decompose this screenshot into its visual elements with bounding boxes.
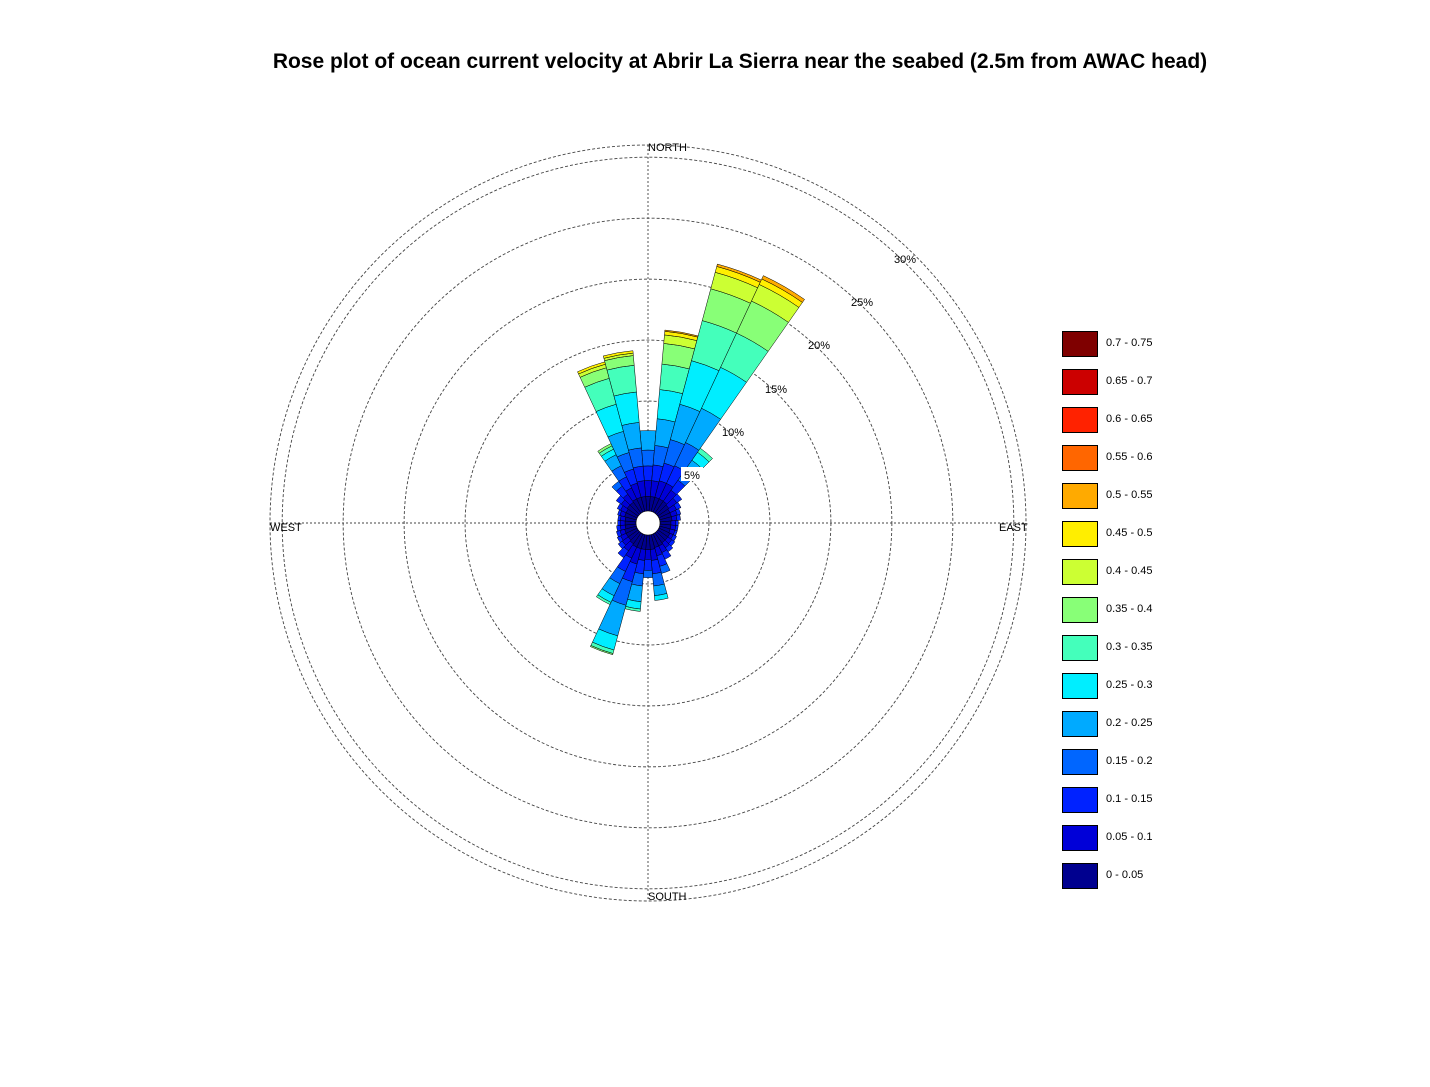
legend-item-0.3-0.35: 0.3 - 0.35	[1062, 635, 1202, 661]
legend-item-0.7-0.75: 0.7 - 0.75	[1062, 331, 1202, 357]
ring-label-10: 10%	[722, 427, 744, 439]
wedge-dir-40-bin-6	[697, 447, 713, 463]
legend-item-0.1-0.15: 0.1 - 0.15	[1062, 787, 1202, 813]
legend-swatch	[1062, 369, 1098, 395]
legend-label: 0.65 - 0.7	[1106, 375, 1153, 387]
wedge-dir-80-bin-2	[675, 514, 681, 521]
legend-label: 0.6 - 0.65	[1106, 413, 1153, 425]
ring-label-30: 30%	[894, 254, 916, 266]
legend-label: 0.25 - 0.3	[1106, 679, 1153, 691]
legend-label: 0.45 - 0.5	[1106, 527, 1153, 539]
legend-label: 0.2 - 0.25	[1106, 717, 1153, 729]
north-label: NORTH	[648, 142, 687, 154]
west-label: WEST	[270, 522, 302, 534]
legend-label: 0.5 - 0.55	[1106, 489, 1153, 501]
legend-swatch	[1062, 559, 1098, 585]
wedge-dir-30-bin-10	[761, 275, 805, 303]
polar-labels: NORTH SOUTH WEST EAST 5% 10% 15% 20% 25%…	[270, 142, 1028, 903]
legend-item-0.6-0.65: 0.6 - 0.65	[1062, 407, 1202, 433]
legend-label: 0.3 - 0.35	[1106, 641, 1153, 653]
wedge-dir-90-bin-2	[675, 520, 679, 526]
legend-label: 0.35 - 0.4	[1106, 603, 1153, 615]
wedge-dir-50-bin-2	[672, 493, 683, 504]
legend-item-0-0.05: 0 - 0.05	[1062, 863, 1202, 889]
wedge-dir-170-bin-3	[652, 571, 665, 587]
legend-label: 0 - 0.05	[1106, 869, 1144, 881]
ring-label-20: 20%	[808, 340, 830, 352]
wedge-dir-350-bin-9	[602, 350, 634, 359]
ring-30	[281, 156, 1015, 890]
wedge-dir-230-bin-2	[617, 540, 627, 550]
legend-swatch	[1062, 445, 1098, 471]
legend-item-0.4-0.45: 0.4 - 0.45	[1062, 559, 1202, 585]
legend-swatch	[1062, 331, 1098, 357]
legend-label: 0.05 - 0.1	[1106, 831, 1153, 843]
legend-label: 0.55 - 0.6	[1106, 451, 1153, 463]
legend-swatch	[1062, 711, 1098, 737]
east-label: EAST	[999, 522, 1028, 534]
ring-label-5-bg	[681, 467, 703, 481]
legend-swatch	[1062, 597, 1098, 623]
wedge-dir-0-bin-3	[641, 449, 655, 467]
legend-swatch	[1062, 521, 1098, 547]
legend-item-0.5-0.55: 0.5 - 0.55	[1062, 483, 1202, 509]
ring-label-25: 25%	[851, 297, 873, 309]
rose-wedges	[577, 263, 805, 656]
legend-label: 0.15 - 0.2	[1106, 755, 1153, 767]
wedge-dir-90-bin-1	[670, 520, 677, 526]
legend-swatch	[1062, 825, 1098, 851]
legend-item-0.2-0.25: 0.2 - 0.25	[1062, 711, 1202, 737]
wedge-dir-60-bin-2	[673, 501, 682, 511]
ring-label-5: 5%	[684, 470, 700, 482]
ring-label-15: 15%	[765, 384, 787, 396]
south-label: SOUTH	[648, 891, 687, 903]
legend-swatch	[1062, 787, 1098, 813]
legend-item-0.15-0.2: 0.15 - 0.2	[1062, 749, 1202, 775]
legend-item-0.65-0.7: 0.65 - 0.7	[1062, 369, 1202, 395]
wedge-dir-0-bin-2	[642, 465, 654, 481]
legend-swatch	[1062, 483, 1098, 509]
wedge-dir-0-bin-4	[639, 430, 657, 451]
center-hole	[635, 510, 661, 536]
legend-label: 0.1 - 0.15	[1106, 793, 1153, 805]
legend-item-0.05-0.1: 0.05 - 0.1	[1062, 825, 1202, 851]
legend-swatch	[1062, 673, 1098, 699]
legend-swatch	[1062, 635, 1098, 661]
wedge-dir-180-bin-3	[642, 569, 654, 578]
legend-item-0.25-0.3: 0.25 - 0.3	[1062, 673, 1202, 699]
wedge-dir-200-bin-7	[590, 645, 614, 656]
wedge-dir-270-bin-2	[617, 520, 621, 526]
chart-title: Rose plot of ocean current velocity at A…	[272, 50, 1208, 73]
wedge-dir-260-bin-2	[616, 525, 622, 532]
wedge-dir-250-bin-2	[616, 530, 622, 538]
wedge-dir-270-bin-1	[619, 520, 626, 526]
legend-label: 0.7 - 0.75	[1106, 337, 1153, 349]
wedge-dir-240-bin-2	[616, 535, 624, 543]
wedge-dir-180-bin-2	[643, 558, 653, 571]
legend-swatch	[1062, 749, 1098, 775]
legend-item-0.35-0.4: 0.35 - 0.4	[1062, 597, 1202, 623]
legend-label: 0.4 - 0.45	[1106, 565, 1153, 577]
wedge-dir-70-bin-2	[675, 508, 682, 516]
wedge-dir-210-bin-6	[596, 594, 612, 605]
legend-swatch	[1062, 407, 1098, 433]
wedge-dir-220-bin-2	[617, 546, 629, 559]
legend-item-0.45-0.5: 0.45 - 0.5	[1062, 521, 1202, 547]
legend-swatch	[1062, 863, 1098, 889]
wedge-dir-170-bin-5	[654, 593, 669, 601]
legend-item-0.55-0.6: 0.55 - 0.6	[1062, 445, 1202, 471]
